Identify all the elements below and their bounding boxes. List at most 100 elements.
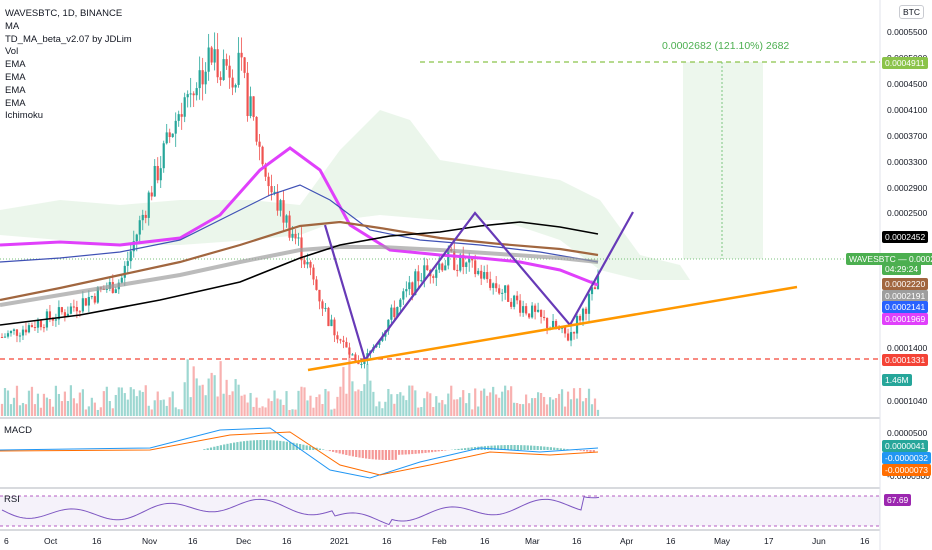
candle-body — [465, 262, 468, 267]
volume-bar — [408, 385, 411, 416]
candle-body — [186, 94, 189, 98]
indicator-ema-3[interactable]: EMA — [5, 84, 26, 96]
currency-badge[interactable]: BTC — [899, 5, 924, 19]
candle-body — [126, 261, 129, 266]
macd-histogram-bar — [348, 450, 351, 456]
volume-bar — [87, 406, 90, 416]
volume-bar — [159, 400, 162, 416]
macd-histogram-bar — [539, 446, 543, 450]
candle-body — [246, 72, 249, 117]
macd-histogram-bar — [526, 445, 529, 450]
volume-bar — [465, 403, 468, 416]
candle-body — [333, 319, 336, 336]
candle-body — [522, 306, 525, 313]
symbol-title[interactable]: WAVESBTC, 1D, BINANCE — [5, 8, 123, 19]
volume-bar — [132, 389, 135, 416]
candle-body — [120, 277, 123, 283]
volume-bar — [258, 407, 261, 416]
indicator-ma[interactable]: MA — [5, 20, 20, 32]
macd-pane-label[interactable]: MACD — [4, 425, 32, 436]
macd-histogram-bar — [431, 450, 434, 453]
candle-body — [531, 305, 534, 318]
volume-bar — [354, 391, 357, 416]
macd-histogram-bar — [242, 441, 246, 450]
time-tick-label: Nov — [142, 536, 158, 546]
volume-bar — [231, 391, 234, 416]
candle-body — [276, 191, 279, 211]
candle-body — [566, 333, 570, 341]
indicator-ichimoku[interactable]: Ichimoku — [5, 110, 44, 122]
candle-body — [36, 320, 40, 328]
volume-bar — [441, 400, 444, 416]
macd-histogram-bar — [536, 446, 539, 450]
time-tick-label: 16 — [92, 536, 102, 546]
candle-body — [587, 294, 591, 314]
price-tick-label: 0.0004500 — [887, 79, 928, 89]
macd-histogram-bar — [302, 444, 305, 450]
rsi-band — [0, 496, 880, 526]
volume-bar — [189, 397, 192, 416]
volume-bar — [3, 388, 7, 416]
macd-histogram-bar — [523, 445, 526, 450]
volume-bar — [432, 407, 435, 416]
volume-bar — [249, 392, 252, 416]
candle-body — [351, 354, 354, 356]
candle-body — [258, 141, 261, 147]
volume-bar — [99, 407, 102, 416]
candle-body — [285, 215, 288, 223]
rsi-pane-label[interactable]: RSI — [4, 494, 20, 505]
candle-body — [252, 96, 255, 117]
macd-histogram-bar — [513, 445, 516, 450]
volume-bar — [81, 389, 84, 416]
macd-histogram-bar — [404, 450, 407, 455]
macd-histogram-bar — [556, 447, 559, 450]
indicator-vol[interactable]: Vol — [5, 46, 19, 58]
volume-bar — [587, 388, 591, 416]
macd-histogram-bar — [239, 441, 242, 450]
candle-body — [96, 287, 99, 303]
volume-bar — [222, 393, 225, 416]
candle-body — [165, 132, 168, 144]
candle-body — [417, 271, 420, 282]
volume-bar — [435, 396, 438, 416]
volume-bar — [105, 386, 108, 416]
candle-body — [569, 332, 573, 341]
candle-body — [495, 283, 498, 289]
candle-body — [150, 192, 153, 197]
pattern-lines — [323, 211, 634, 363]
macd-histogram-bar — [246, 440, 249, 450]
candle-body — [264, 164, 267, 177]
rsi-line — [1, 496, 600, 526]
indicator-ema-2[interactable]: EMA — [5, 71, 26, 83]
volume-bar — [492, 386, 495, 416]
macd-histogram-bar — [566, 449, 569, 450]
macd-histogram-bar — [252, 440, 255, 450]
indicator-td-ma[interactable]: TD_MA_beta_v2.07 by JDLim — [5, 33, 132, 45]
candle-body — [6, 333, 10, 337]
candle-body — [477, 270, 480, 275]
candle-body — [551, 320, 555, 328]
volume-bar — [501, 391, 504, 416]
candle-body — [291, 233, 294, 238]
macd-histogram-bar — [434, 450, 437, 452]
indicator-ema-4[interactable]: EMA — [5, 97, 26, 109]
candle-body — [57, 307, 61, 320]
candle-body — [114, 289, 117, 293]
candle-body — [261, 146, 264, 165]
volume-bar — [174, 407, 177, 416]
candle-body — [438, 263, 441, 270]
macd-histogram-bar — [312, 446, 315, 450]
macd-histogram-bar — [223, 444, 226, 450]
macd-histogram-bar — [391, 450, 394, 460]
candle-body — [572, 332, 576, 334]
candle-body — [339, 339, 342, 341]
candle-body — [66, 313, 69, 317]
macd-histogram-bar — [500, 445, 503, 450]
candle-body — [480, 270, 483, 279]
candle-body — [545, 318, 549, 329]
indicator-ema-1[interactable]: EMA — [5, 59, 26, 71]
macd-histogram-bar — [384, 450, 387, 460]
candle-body — [459, 254, 462, 271]
macd-histogram-bar — [516, 445, 519, 450]
